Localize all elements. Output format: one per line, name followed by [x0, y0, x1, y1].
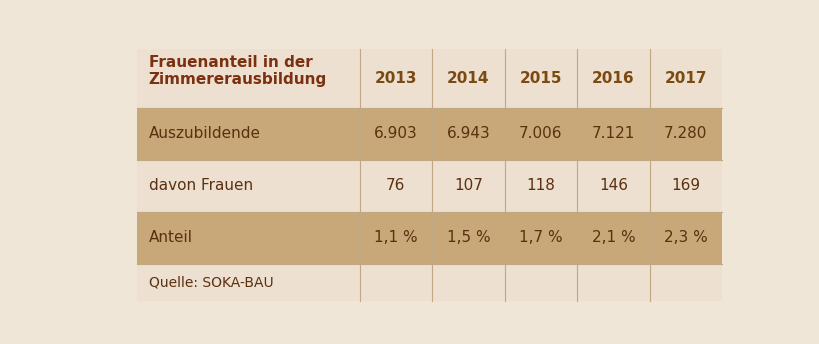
Text: 2013: 2013 — [374, 71, 417, 86]
Bar — [360, 49, 432, 108]
Bar — [649, 160, 722, 212]
Text: 1,1 %: 1,1 % — [373, 230, 417, 245]
Text: 169: 169 — [671, 178, 699, 193]
Text: davon Frauen: davon Frauen — [148, 178, 252, 193]
Text: 146: 146 — [598, 178, 627, 193]
Text: 2015: 2015 — [519, 71, 562, 86]
Text: 2014: 2014 — [446, 71, 489, 86]
Text: 2016: 2016 — [591, 71, 634, 86]
Bar — [577, 160, 649, 212]
Bar — [504, 108, 577, 160]
Text: 7.280: 7.280 — [663, 126, 707, 141]
Bar — [504, 160, 577, 212]
Bar — [360, 212, 432, 264]
Text: 2017: 2017 — [664, 71, 706, 86]
Bar — [649, 49, 722, 108]
Text: 118: 118 — [526, 178, 554, 193]
Bar — [504, 212, 577, 264]
Text: 7.006: 7.006 — [518, 126, 562, 141]
Bar — [432, 108, 504, 160]
Text: 1,5 %: 1,5 % — [446, 230, 490, 245]
Text: Frauenanteil in der
Zimmererausbildung: Frauenanteil in der Zimmererausbildung — [148, 55, 327, 87]
Bar — [432, 160, 504, 212]
Bar — [504, 49, 577, 108]
Text: 2,3 %: 2,3 % — [663, 230, 707, 245]
Bar — [138, 212, 360, 264]
Bar — [360, 160, 432, 212]
Bar — [138, 108, 360, 160]
Bar — [360, 108, 432, 160]
Bar — [138, 49, 360, 108]
Bar — [577, 108, 649, 160]
Text: 2,1 %: 2,1 % — [590, 230, 635, 245]
Bar — [432, 212, 504, 264]
Text: 1,7 %: 1,7 % — [518, 230, 562, 245]
Bar — [577, 49, 649, 108]
Text: Quelle: SOKA-BAU: Quelle: SOKA-BAU — [148, 275, 273, 289]
Text: 6.943: 6.943 — [446, 126, 490, 141]
Bar — [138, 160, 360, 212]
Bar — [138, 264, 722, 301]
Text: 7.121: 7.121 — [591, 126, 634, 141]
Bar — [649, 212, 722, 264]
Text: 107: 107 — [454, 178, 482, 193]
Bar — [649, 108, 722, 160]
Text: 6.903: 6.903 — [373, 126, 417, 141]
Text: 76: 76 — [386, 178, 405, 193]
Text: Auszubildende: Auszubildende — [148, 126, 260, 141]
Text: Anteil: Anteil — [148, 230, 192, 245]
Bar — [432, 49, 504, 108]
Bar — [577, 212, 649, 264]
